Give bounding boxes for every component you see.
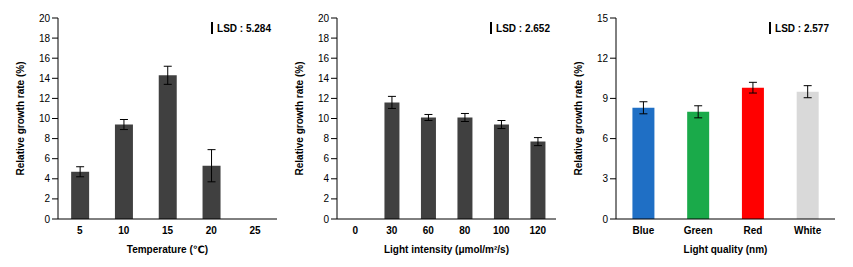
svg-text:18: 18	[318, 33, 330, 44]
svg-text:10: 10	[118, 225, 130, 236]
svg-text:Relative growth rate (%): Relative growth rate (%)	[294, 62, 305, 176]
svg-text:2: 2	[44, 193, 50, 204]
svg-text:20: 20	[318, 13, 330, 24]
svg-text:10: 10	[39, 113, 51, 124]
svg-text:White: White	[794, 225, 822, 236]
svg-text:25: 25	[250, 225, 262, 236]
svg-text:100: 100	[493, 225, 510, 236]
svg-text:8: 8	[323, 133, 329, 144]
svg-text:6: 6	[602, 133, 608, 144]
svg-text:12: 12	[39, 93, 51, 104]
svg-text:20: 20	[206, 225, 218, 236]
svg-text:Relative growth rate (%): Relative growth rate (%)	[573, 62, 584, 176]
svg-text:Light intensity (μmol/m²/s): Light intensity (μmol/m²/s)	[384, 244, 509, 255]
svg-text:0: 0	[44, 214, 50, 225]
svg-text:12: 12	[318, 93, 330, 104]
svg-text:Temperature (℃): Temperature (℃)	[127, 244, 208, 255]
svg-text:14: 14	[39, 73, 51, 84]
svg-text:20: 20	[39, 13, 51, 24]
html-text:LSD : 5.284: LSD : 5.284	[217, 22, 271, 34]
svg-text:3: 3	[602, 173, 608, 184]
svg-text:6: 6	[323, 153, 329, 164]
svg-text:0: 0	[323, 214, 329, 225]
svg-text:0: 0	[352, 225, 358, 236]
svg-text:Relative growth rate (%): Relative growth rate (%)	[15, 62, 26, 176]
svg-text:4: 4	[44, 173, 50, 184]
svg-text:16: 16	[39, 53, 51, 64]
svg-text:9: 9	[602, 93, 608, 104]
svg-text:2: 2	[323, 193, 329, 204]
svg-text:12: 12	[597, 53, 609, 64]
svg-text:5: 5	[77, 225, 83, 236]
svg-text:Blue: Blue	[633, 225, 655, 236]
svg-text:80: 80	[459, 225, 471, 236]
svg-text:10: 10	[318, 113, 330, 124]
html-text:LSD : 2.652: LSD : 2.652	[496, 22, 550, 34]
svg-text:6: 6	[44, 153, 50, 164]
html-text:LSD : 2.577: LSD : 2.577	[775, 22, 829, 34]
svg-text:15: 15	[597, 13, 609, 24]
svg-text:30: 30	[386, 225, 398, 236]
svg-text:60: 60	[423, 225, 435, 236]
svg-text:Light quality (nm): Light quality (nm)	[684, 244, 768, 255]
svg-text:0: 0	[602, 214, 608, 225]
svg-text:120: 120	[529, 225, 546, 236]
svg-text:18: 18	[39, 33, 51, 44]
svg-text:Red: Red	[743, 225, 762, 236]
svg-text:4: 4	[323, 173, 329, 184]
svg-text:16: 16	[318, 53, 330, 64]
svg-text:Green: Green	[684, 225, 713, 236]
svg-text:15: 15	[162, 225, 174, 236]
svg-text:8: 8	[44, 133, 50, 144]
svg-text:14: 14	[318, 73, 330, 84]
